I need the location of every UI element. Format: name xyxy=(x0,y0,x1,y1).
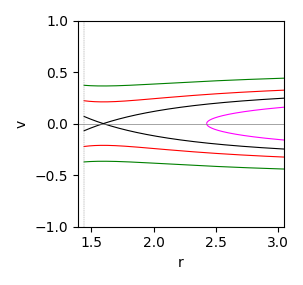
X-axis label: r: r xyxy=(178,256,184,270)
Y-axis label: v: v xyxy=(15,119,29,128)
